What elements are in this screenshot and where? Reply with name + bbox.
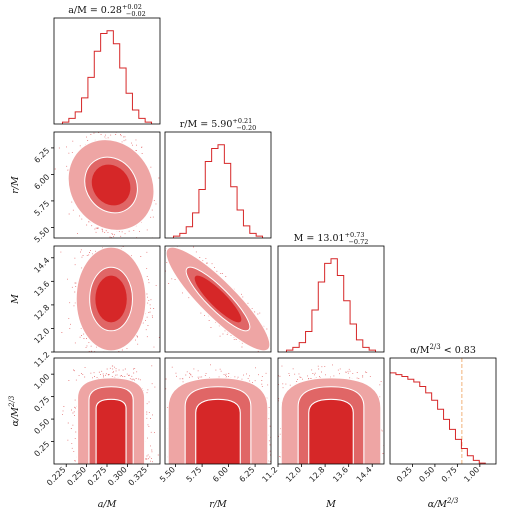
- frame: [164, 357, 272, 465]
- y-tick-label: 6.00: [32, 172, 51, 191]
- y-tick-label: 5.50: [32, 225, 51, 244]
- y-tick-label: 6.25: [32, 146, 51, 165]
- x-axis-M: 11.2 12.0 12.8 13.6 14.4 M: [260, 464, 374, 510]
- hist-panel-M: M = 13.01+0.73 −0.72: [277, 231, 385, 353]
- y-tick-label: 11.2: [32, 350, 51, 369]
- hist-panel-a: a/M = 0.28+0.02 −0.02: [53, 3, 161, 125]
- y-tick-label: 12.0: [32, 326, 51, 345]
- x-axis-alpha: 0.25 0.50 0.75 1.00α/M2/3: [395, 464, 481, 510]
- hist-a: [61, 30, 153, 124]
- x-tick-label: 0.325: [127, 465, 150, 488]
- frame: [53, 131, 161, 239]
- y-tick-label: 14.4: [32, 256, 51, 275]
- panel-title-a: a/M = 0.28+0.02 −0.02: [68, 3, 146, 18]
- frame: [389, 357, 497, 465]
- x-tick-label: 5.50: [158, 465, 177, 484]
- x-tick-label: 6.25: [238, 465, 257, 484]
- x-tick-label: 1.00: [462, 465, 481, 484]
- hist-r: [172, 144, 264, 238]
- y-tick-label: 0.50: [32, 417, 51, 436]
- x-tick-label: 12.8: [308, 465, 327, 484]
- x-tick-label: 6.00: [211, 465, 230, 484]
- frame: [53, 17, 161, 125]
- panel-title-alpha: α/M2/3 < 0.83: [410, 343, 476, 356]
- hist-M: [285, 258, 377, 352]
- x-tick-label: 0.250: [65, 465, 88, 488]
- y-axis-r: 5.50 5.75 6.00 6.25 r/M: [10, 146, 54, 244]
- hist-panel-r: r/M = 5.90+0.21 −0.20: [164, 117, 272, 239]
- y-tick-label: 0.25: [32, 440, 51, 459]
- hist-alpha: [390, 372, 486, 464]
- scatter-panel-r-M: [164, 245, 272, 353]
- y-axis-label-M: M: [10, 294, 21, 305]
- y-axis-label-alpha: α/M2/3: [8, 395, 21, 426]
- scatter-panel-a-r: [53, 131, 161, 239]
- x-tick-label: 0.50: [417, 465, 436, 484]
- frame: [277, 245, 385, 353]
- hist-panel-alpha: α/M2/3 < 0.83: [389, 343, 497, 465]
- scatter-panel-a-M: [53, 245, 161, 353]
- x-axis-label-alpha: α/M2/3: [428, 497, 459, 510]
- panel-title-r: r/M = 5.90+0.21 −0.20: [180, 117, 256, 132]
- contour-level-3: [194, 275, 242, 323]
- y-axis-alpha: 0.25 0.50 0.75 1.00 α/M2/3: [8, 372, 54, 459]
- scatter-panel-M-alpha: [277, 357, 385, 465]
- scatter-panel-r-alpha: [164, 357, 272, 465]
- y-axis-M: 12.0 12.8 13.6 14.4 11.2 M: [10, 256, 54, 369]
- x-axis-r: 5.50 5.75 6.00 6.25 r/M: [158, 464, 257, 510]
- x-tick-label: 14.4: [355, 465, 374, 484]
- contour-level-3: [95, 398, 127, 464]
- contour-level-3: [308, 398, 354, 464]
- scatter-panel-a-alpha: [53, 357, 161, 465]
- x-axis-label-r: r/M: [209, 499, 227, 510]
- y-tick-label: 1.00: [32, 372, 51, 391]
- x-tick-label: 0.75: [440, 465, 459, 484]
- y-tick-label: 13.6: [32, 279, 51, 298]
- frame: [164, 131, 272, 239]
- contour-level-3: [95, 275, 127, 323]
- frame: [53, 245, 161, 353]
- frame: [277, 357, 385, 465]
- x-tick-label: 0.25: [395, 465, 414, 484]
- contour-level-3: [195, 398, 241, 464]
- x-tick-label: 12.0: [284, 465, 303, 484]
- x-tick-label: 11.2: [260, 465, 279, 484]
- x-tick-label: 5.75: [185, 465, 204, 484]
- x-tick-label: 0.275: [86, 465, 109, 488]
- frame: [164, 245, 272, 353]
- y-tick-label: 0.75: [32, 395, 51, 414]
- x-axis-label-a: a/M: [98, 499, 117, 510]
- x-tick-label: 0.225: [45, 465, 68, 488]
- x-tick-label: 13.6: [331, 465, 350, 484]
- panel-title-M: M = 13.01+0.73 −0.72: [294, 231, 369, 246]
- y-tick-label: 12.8: [32, 303, 51, 322]
- y-tick-label: 5.75: [32, 199, 51, 218]
- x-tick-label: 0.300: [106, 465, 129, 488]
- contour-level-3: [91, 164, 131, 206]
- y-axis-label-r: r/M: [10, 176, 21, 194]
- x-axis-label-M: M: [325, 499, 336, 510]
